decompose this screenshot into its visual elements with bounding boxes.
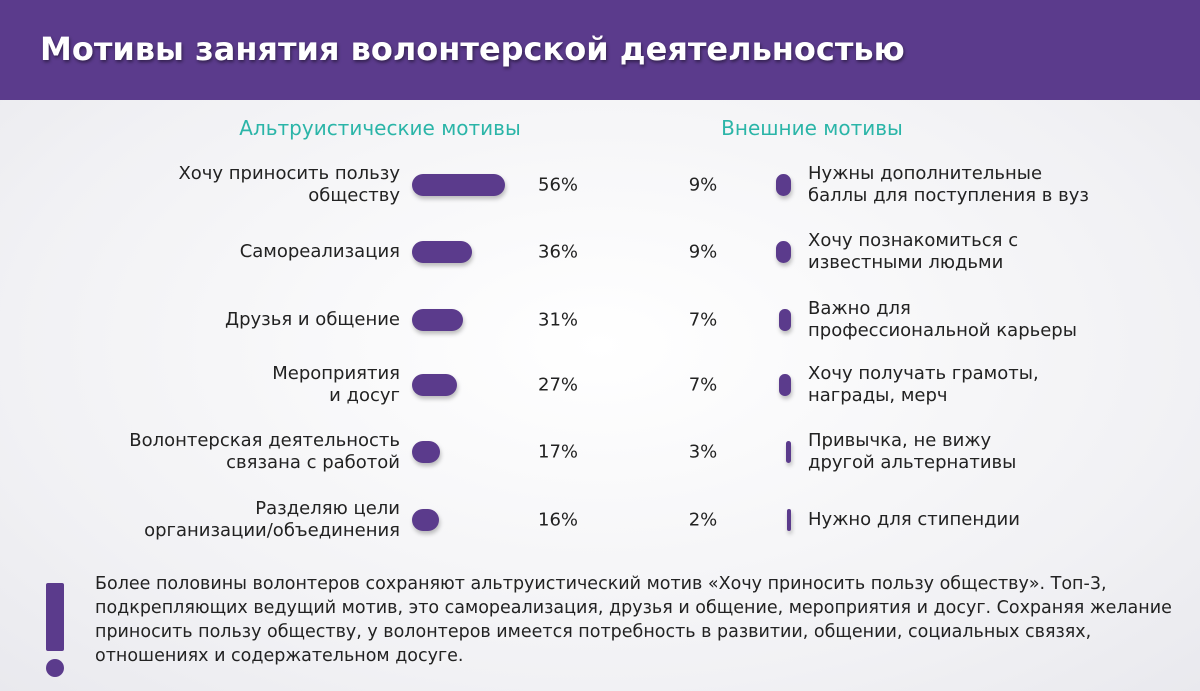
bar: [786, 441, 791, 463]
value-label: 2%: [688, 509, 718, 531]
icon-bar: [46, 583, 64, 651]
value-label: 31%: [537, 309, 579, 331]
value-label: 16%: [537, 509, 579, 531]
category-label: Привычка, не вижу другой альтернативы: [808, 430, 1017, 473]
bar: [412, 309, 464, 331]
bar: [776, 241, 791, 263]
category-label: Самореализация: [239, 241, 400, 262]
icon-dot: [46, 659, 64, 677]
category-label: Разделяю цели организации/объединения: [144, 498, 400, 541]
value-label: 27%: [537, 374, 579, 396]
chart-title: Альтруистические мотивы: [239, 116, 521, 140]
category-label: Хочу познакомиться с известными людьми: [808, 230, 1019, 273]
value-label: 7%: [688, 309, 718, 331]
bar: [412, 509, 439, 531]
category-label: Мероприятия и досуг: [272, 363, 400, 406]
value-label: 9%: [688, 241, 718, 263]
header: Мотивы занятия волонтерской деятельность…: [0, 0, 1200, 100]
value-label: 36%: [537, 241, 579, 263]
category-label: Хочу получать грамоты, награды, мерч: [808, 363, 1039, 406]
bar: [412, 374, 457, 396]
value-label: 56%: [537, 174, 579, 196]
chart-title: Внешние мотивы: [721, 116, 903, 140]
bar: [779, 374, 791, 396]
bar: [412, 441, 441, 463]
category-label: Волонтерская деятельность связана с рабо…: [129, 430, 400, 473]
value-label: 9%: [688, 174, 718, 196]
bar: [779, 309, 791, 331]
value-label: 7%: [688, 374, 718, 396]
bar: [787, 509, 791, 531]
bar: [412, 241, 472, 263]
category-label: Нужны дополнительные баллы для поступлен…: [808, 163, 1089, 206]
slide-title: Мотивы занятия волонтерской деятельность…: [40, 30, 905, 68]
value-label: 3%: [688, 441, 718, 463]
category-label: Хочу приносить пользу обществу: [178, 163, 400, 206]
category-label: Нужно для стипендии: [808, 509, 1020, 530]
bar: [776, 174, 791, 196]
value-label: 17%: [537, 441, 579, 463]
category-label: Важно для профессиональной карьеры: [808, 298, 1077, 341]
bar: [412, 174, 505, 196]
summary-note: Более половины волонтеров сохраняют альт…: [95, 574, 1172, 666]
category-label: Друзья и общение: [225, 309, 400, 330]
exclamation-icon: [46, 583, 64, 677]
